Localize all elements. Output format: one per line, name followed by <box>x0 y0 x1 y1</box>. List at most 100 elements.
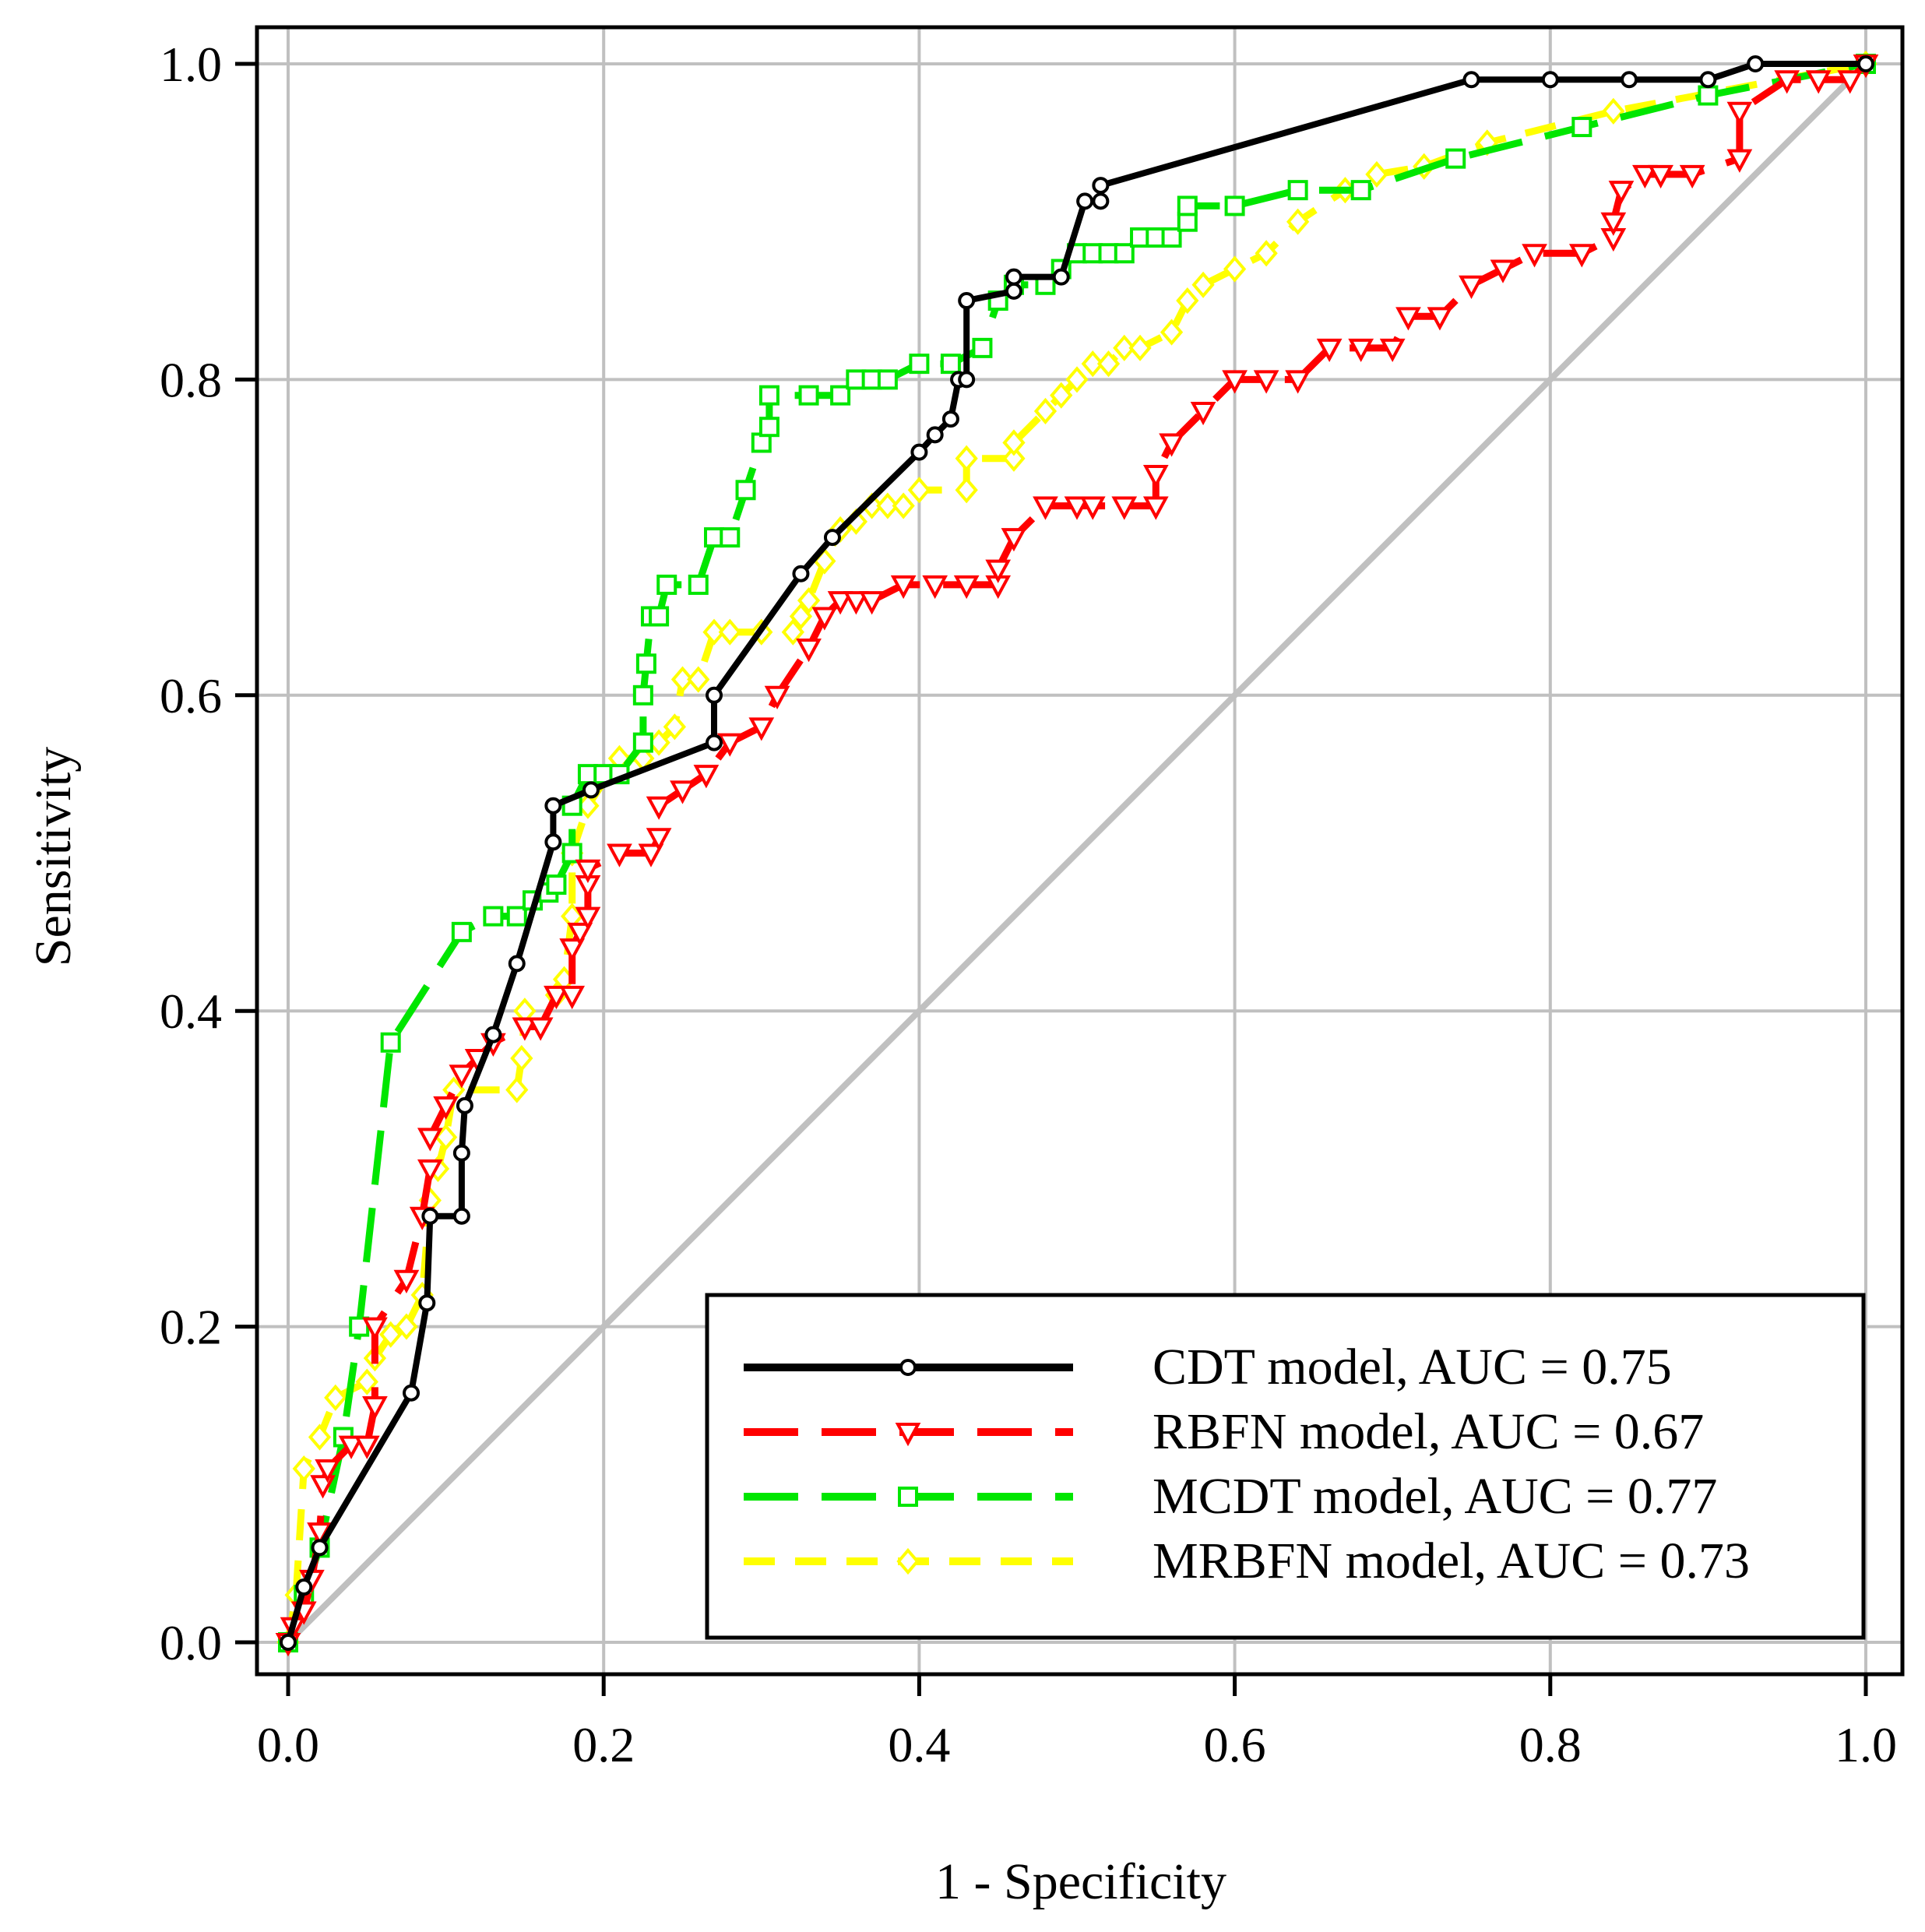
series-1-point-13 <box>417 1159 443 1184</box>
series-3-point-46 <box>1050 382 1073 409</box>
series-2-point-11 <box>546 875 567 896</box>
series-1-point-59 <box>1316 338 1343 363</box>
series-3-point-53 <box>1176 287 1199 315</box>
legend-marker-0 <box>899 1359 917 1376</box>
series-0-point-18 <box>910 443 928 461</box>
x-axis-title: 1 - Specificity <box>935 1853 1226 1910</box>
series-1-point-34 <box>716 733 743 757</box>
series-3-point-48 <box>1081 350 1104 378</box>
series-3-point-15 <box>510 1044 533 1072</box>
series-0-point-33 <box>1699 71 1717 89</box>
y-axis-title: Sensitivity <box>25 747 82 966</box>
series-1-point-19 <box>512 1017 538 1041</box>
series-0-point-9 <box>484 1026 502 1043</box>
series-0-point-0 <box>280 1634 297 1651</box>
series-1-point-8 <box>354 1435 380 1459</box>
series-0-point-35 <box>1857 55 1874 72</box>
series-3-point-26 <box>670 666 695 693</box>
series-0-point-11 <box>544 833 562 851</box>
series-1-point-77 <box>1805 70 1832 94</box>
series-1-point-57 <box>1253 370 1279 394</box>
series-0-point-13 <box>582 781 600 799</box>
series-1-point-47 <box>1001 528 1027 552</box>
series-1-point-65 <box>1490 259 1516 283</box>
series-1-point-37 <box>796 638 822 663</box>
series-3-point-42 <box>955 445 978 472</box>
series-0-point-10 <box>508 955 526 973</box>
series-1-point-14 <box>417 1128 443 1152</box>
series-1-point-22 <box>559 985 586 1010</box>
series-0-point-34 <box>1747 55 1765 72</box>
legend-samples <box>744 1359 1073 1575</box>
legend-label-mrbfn: MRBFN model, AUC = 0.73 <box>1153 1533 1750 1589</box>
series-1-point-62 <box>1395 307 1421 331</box>
series-2-point-34 <box>877 369 898 390</box>
series-3-point-50 <box>1113 334 1136 361</box>
series-1-point-71 <box>1632 164 1658 189</box>
series-3-point-55 <box>1223 255 1247 283</box>
y-tick-label-3: 0.6 <box>160 668 222 723</box>
series-0-point-5 <box>421 1207 439 1225</box>
series-3-point-56 <box>1255 240 1278 267</box>
series-0-point-4 <box>418 1294 436 1312</box>
series-2-point-30 <box>798 385 819 406</box>
series-1-point-49 <box>1064 496 1090 520</box>
series-0-point-28 <box>1092 192 1110 210</box>
plot-frame <box>255 25 1905 1677</box>
series-2-point-22 <box>656 574 677 595</box>
series-1-point-40 <box>843 591 869 615</box>
series-3-point-4 <box>324 1384 347 1411</box>
series-0-point-29 <box>1092 177 1110 195</box>
series-0-point-31 <box>1541 71 1559 89</box>
series-2-point-45 <box>1114 243 1135 264</box>
series-3-point-29 <box>718 618 741 646</box>
series-0-point-20 <box>941 410 959 428</box>
series-0-point-17 <box>823 529 841 547</box>
series-2-point-55 <box>1571 117 1592 138</box>
series-3-point-40 <box>907 477 931 504</box>
series-1-point-78 <box>1837 70 1863 94</box>
series-1-point-55 <box>1190 401 1216 426</box>
series-layer <box>275 50 1879 1657</box>
series-1-point-54 <box>1159 433 1184 457</box>
series-0-point-12 <box>544 797 562 815</box>
chance-diagonal-line <box>286 62 1868 1645</box>
series-1-point-15 <box>433 1096 459 1121</box>
series-1-point-25 <box>575 906 601 931</box>
series-0-point-15 <box>706 686 723 704</box>
series-1-point-67 <box>1568 244 1595 268</box>
series-1-point-44 <box>953 575 980 600</box>
series-2-point-56 <box>1698 85 1719 106</box>
legend-label-cdt: CDT model, AUC = 0.75 <box>1153 1339 1672 1395</box>
series-2-point-50 <box>1177 195 1198 216</box>
series-1-point-52 <box>1142 496 1169 520</box>
series-3-point-28 <box>702 618 726 646</box>
y-tick-label-4: 0.8 <box>160 352 222 407</box>
series-1-point-11 <box>393 1269 420 1293</box>
legend-marker-1 <box>895 1423 921 1447</box>
legend-marker-2 <box>898 1487 918 1507</box>
series-3-point-62 <box>1602 97 1625 125</box>
series-0-point-14 <box>706 734 723 751</box>
series-1-point-27 <box>575 859 601 883</box>
series-2-point-6 <box>451 921 472 942</box>
series-3-point-14 <box>505 1076 529 1103</box>
series-3-point-32 <box>789 603 813 630</box>
series-1-point-7 <box>338 1435 364 1459</box>
series-3-point-54 <box>1191 271 1215 298</box>
series-1-point-21 <box>544 985 569 1010</box>
x-tick-label-3: 0.6 <box>1204 1717 1266 1772</box>
series-1-point-56 <box>1222 370 1248 394</box>
y-tick-label-0: 0.0 <box>160 1615 222 1670</box>
series-3-point-47 <box>1065 366 1089 393</box>
series-1-point-58 <box>1285 370 1311 394</box>
series-2-point-19 <box>635 653 656 674</box>
series-1-point-32 <box>670 780 695 804</box>
series-1-point-29 <box>638 843 664 867</box>
series-2-point-17 <box>632 732 653 753</box>
series-3-point-8 <box>395 1313 418 1340</box>
series-3-point-41 <box>955 477 978 504</box>
series-1-point-36 <box>764 685 790 709</box>
legend: CDT model, AUC = 0.75 RBFN model, AUC = … <box>705 1293 1866 1640</box>
series-3-point-59 <box>1365 160 1388 188</box>
